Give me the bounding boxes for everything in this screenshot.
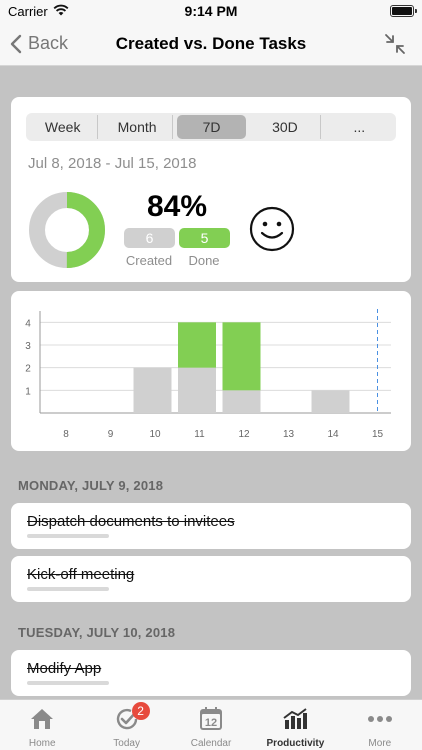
bar-created (178, 367, 216, 413)
status-bar: Carrier 9:14 PM (0, 0, 422, 22)
section-header-monday: MONDAY, JULY 9, 2018 (18, 478, 164, 493)
bar-created (222, 390, 261, 413)
period-segmented-control: Week Month 7D 30D ... (26, 113, 396, 141)
segment-more[interactable]: ... (353, 119, 366, 135)
task-title: Modify App (27, 660, 102, 677)
wifi-icon (53, 4, 69, 16)
section-header-tuesday: TUESDAY, JULY 10, 2018 (18, 625, 176, 640)
x-tick-label: 12 (238, 429, 250, 440)
today-check-icon: 2 (112, 702, 150, 734)
completion-donut-chart (29, 192, 105, 268)
y-tick-label: 1 (25, 386, 31, 397)
x-tick-label: 14 (327, 429, 339, 440)
tab-label: Today (113, 738, 140, 749)
chart-card: 1 2 3 4 8 9 10 11 12 13 14 15 (11, 291, 411, 451)
bar-created (133, 367, 172, 413)
task-progress-bar (27, 587, 109, 591)
y-tick-label: 2 (25, 364, 31, 375)
created-count: 6 (124, 228, 175, 248)
tab-label: Home (28, 738, 56, 749)
today-badge: 2 (131, 702, 150, 720)
tab-productivity[interactable]: Productivity (253, 700, 337, 750)
carrier-label: Carrier (8, 4, 48, 19)
task-title: Kick-off meeting (27, 566, 135, 583)
back-button[interactable]: Back (10, 33, 68, 54)
smiley-face-icon (249, 206, 295, 252)
bar-created (311, 390, 350, 413)
clock-time: 9:14 PM (184, 3, 238, 19)
x-tick-label: 13 (283, 429, 295, 440)
x-tick-label: 8 (63, 429, 69, 440)
x-tick-label: 11 (194, 429, 205, 440)
y-tick-label: 3 (25, 341, 31, 352)
back-label: Back (28, 33, 69, 53)
productivity-icon (280, 704, 310, 734)
created-label: Created (125, 253, 173, 268)
collapse-icon[interactable] (382, 31, 408, 57)
tab-today[interactable]: 2 Today (84, 700, 168, 750)
done-label: Done (188, 253, 220, 268)
summary-card: Week Month 7D 30D ... Jul 8, 2018 - Jul … (11, 97, 411, 282)
segment-7d[interactable]: 7D (176, 115, 247, 139)
task-item[interactable]: Modify App (11, 650, 411, 696)
task-item[interactable]: Dispatch documents to invitees (11, 503, 411, 549)
x-tick-label: 15 (372, 429, 384, 440)
navigation-bar: Back Created vs. Done Tasks (0, 22, 422, 66)
x-tick-label: 9 (108, 429, 114, 440)
battery-icon (390, 5, 417, 17)
calendar-date: 12 (205, 717, 217, 729)
page-title: Created vs. Done Tasks (115, 34, 307, 53)
y-tick-label: 4 (25, 318, 31, 329)
home-icon (27, 704, 57, 734)
task-title: Dispatch documents to invitees (27, 513, 235, 530)
segment-week[interactable]: Week (28, 115, 99, 139)
chevron-left-icon (10, 34, 22, 53)
more-icon (365, 704, 395, 734)
task-progress-bar (27, 534, 109, 538)
tab-label: Calendar (190, 738, 232, 749)
segment-30d[interactable]: 30D (250, 115, 321, 139)
task-progress-bar (27, 681, 109, 685)
bar-done (222, 322, 261, 391)
segment-month[interactable]: Month (102, 115, 173, 139)
tab-label: Productivity (266, 738, 325, 749)
completion-percent: 84% (146, 190, 208, 223)
x-tick-label: 10 (149, 429, 161, 440)
calendar-icon: 12 (196, 704, 226, 734)
tab-calendar[interactable]: 12 Calendar (169, 700, 253, 750)
done-count: 5 (179, 228, 230, 248)
date-range: Jul 8, 2018 - Jul 15, 2018 (28, 155, 197, 172)
tab-bar: Home 2 Today 12 Calendar (0, 699, 422, 750)
tab-more[interactable]: More (338, 700, 422, 750)
task-item[interactable]: Kick-off meeting (11, 556, 411, 602)
tab-home[interactable]: Home (0, 700, 84, 750)
bar-done (178, 322, 216, 368)
tab-label: More (368, 738, 392, 749)
